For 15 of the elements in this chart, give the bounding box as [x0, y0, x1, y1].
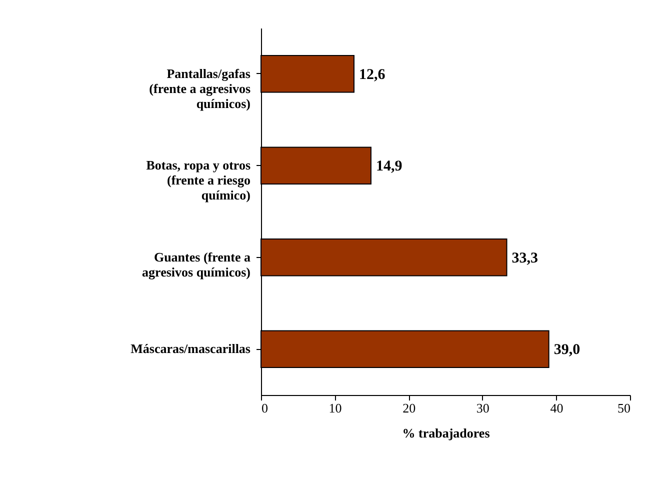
x-tick-label: 0 — [262, 400, 268, 416]
x-tick-label: 10 — [328, 400, 342, 416]
x-tick-label: 20 — [402, 400, 416, 416]
y-tick-label: Pantallas/gafas (frente a agresivos químicos) — [149, 66, 250, 111]
data-label: 12,6 — [358, 66, 386, 83]
x-tick-label: 40 — [550, 400, 564, 416]
y-tick-label: Máscaras/mascarillas — [130, 341, 250, 356]
y-tick-label: Botas, ropa y otros (frente a riesgo químico) — [146, 158, 250, 203]
x-tick-label: 50 — [618, 400, 630, 416]
data-label: 33,3 — [512, 250, 538, 266]
y-tick-label: Guantes (frente a agresivos químicos) — [142, 249, 251, 280]
data-label: 39,0 — [554, 342, 580, 358]
x-tick-label: 30 — [476, 400, 490, 416]
x-axis-title: % trabajadores — [402, 426, 490, 440]
data-label: 14,9 — [376, 158, 402, 175]
